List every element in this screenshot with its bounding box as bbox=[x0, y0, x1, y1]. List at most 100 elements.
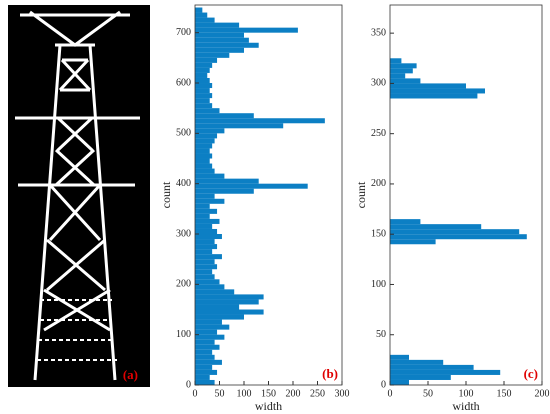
bar bbox=[390, 219, 421, 225]
bar bbox=[195, 108, 220, 114]
axes-box bbox=[389, 4, 543, 386]
bar bbox=[195, 47, 244, 53]
bar bbox=[390, 229, 520, 235]
bar bbox=[195, 274, 215, 280]
y-tick-label: 150 bbox=[371, 229, 386, 240]
y-tick-label: 600 bbox=[176, 77, 191, 88]
bar bbox=[390, 369, 501, 375]
bar bbox=[195, 208, 218, 214]
x-tick-label: 200 bbox=[535, 388, 550, 399]
bar bbox=[195, 299, 259, 305]
bar bbox=[195, 349, 213, 355]
bar bbox=[195, 83, 213, 89]
bar bbox=[195, 324, 230, 330]
bar bbox=[195, 354, 215, 360]
bar bbox=[390, 88, 485, 94]
bar bbox=[195, 188, 254, 194]
y-tick-label: 0 bbox=[186, 379, 191, 390]
bar bbox=[195, 249, 213, 255]
y-tick-label: 100 bbox=[371, 279, 386, 290]
bar bbox=[195, 128, 225, 134]
bar bbox=[195, 228, 218, 235]
bar bbox=[195, 294, 264, 300]
bar bbox=[390, 374, 451, 380]
bar bbox=[390, 73, 406, 79]
bar bbox=[195, 52, 230, 58]
bar bbox=[390, 68, 413, 74]
y-tick-label: 50 bbox=[376, 329, 386, 340]
bar bbox=[195, 37, 249, 43]
x-tick-label: 100 bbox=[237, 388, 252, 399]
bar bbox=[390, 379, 409, 385]
bar bbox=[195, 344, 220, 350]
bar bbox=[195, 264, 218, 270]
bar bbox=[195, 334, 225, 340]
y-tick-label: 0 bbox=[381, 379, 386, 390]
bar bbox=[195, 234, 222, 240]
x-tick-label: 150 bbox=[497, 388, 512, 399]
bar bbox=[195, 259, 215, 265]
bar bbox=[195, 314, 244, 320]
bar bbox=[195, 42, 259, 48]
bar bbox=[195, 62, 213, 68]
bar bbox=[195, 379, 215, 385]
y-axis-label: count bbox=[159, 181, 173, 208]
bar bbox=[195, 22, 240, 28]
x-tick-label: 150 bbox=[261, 388, 276, 399]
bar bbox=[195, 88, 210, 94]
bar bbox=[195, 12, 208, 18]
bar bbox=[195, 72, 208, 78]
bar bbox=[195, 269, 213, 275]
bar bbox=[195, 103, 213, 109]
bar bbox=[195, 27, 298, 33]
y-tick-label: 100 bbox=[176, 329, 191, 340]
x-tick-label: 250 bbox=[310, 388, 325, 399]
bar bbox=[195, 284, 225, 290]
bar bbox=[195, 203, 210, 209]
bar bbox=[195, 123, 284, 129]
bar bbox=[195, 254, 222, 260]
bar bbox=[195, 193, 215, 199]
x-tick-label: 100 bbox=[459, 388, 474, 399]
x-tick-label: 0 bbox=[193, 388, 198, 399]
bar bbox=[195, 183, 308, 189]
x-axis-label: width bbox=[255, 399, 282, 413]
bar bbox=[195, 148, 210, 154]
bar bbox=[195, 213, 210, 219]
panel-label: (c) bbox=[524, 366, 538, 381]
bar bbox=[195, 113, 254, 119]
bar bbox=[195, 32, 244, 38]
bar bbox=[195, 163, 213, 169]
x-tick-label: 50 bbox=[215, 388, 225, 399]
bar bbox=[195, 339, 215, 345]
bar bbox=[195, 153, 213, 159]
y-tick-label: 700 bbox=[176, 27, 191, 38]
x-tick-label: 50 bbox=[423, 388, 433, 399]
bar bbox=[195, 138, 215, 144]
y-tick-label: 200 bbox=[176, 279, 191, 290]
bar bbox=[195, 239, 215, 245]
bar bbox=[195, 168, 215, 174]
bar bbox=[195, 178, 259, 184]
panel-label: (a) bbox=[123, 367, 138, 382]
y-tick-label: 350 bbox=[371, 27, 386, 38]
bar bbox=[195, 244, 218, 250]
x-tick-label: 300 bbox=[335, 388, 350, 399]
bar bbox=[195, 98, 210, 104]
bar bbox=[195, 304, 240, 310]
image-background bbox=[8, 5, 150, 387]
bar bbox=[195, 198, 225, 204]
bar bbox=[195, 158, 210, 164]
bar bbox=[390, 354, 409, 360]
bar bbox=[390, 224, 482, 230]
bar bbox=[195, 67, 210, 73]
bar bbox=[195, 309, 264, 315]
bar bbox=[195, 173, 225, 179]
y-tick-label: 300 bbox=[371, 78, 386, 89]
bar bbox=[195, 218, 220, 224]
bar bbox=[195, 7, 203, 13]
y-axis-label: count bbox=[354, 181, 368, 208]
bar bbox=[390, 93, 478, 99]
bar bbox=[195, 143, 213, 149]
